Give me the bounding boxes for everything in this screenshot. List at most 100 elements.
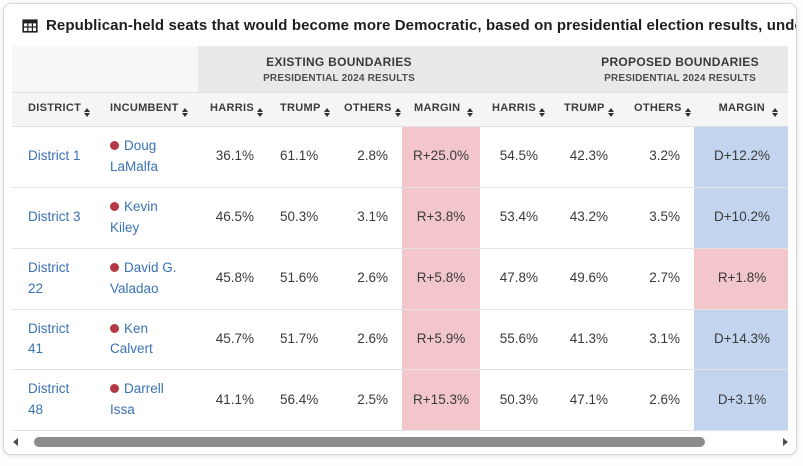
- proposed-margin-value: D+14.3%: [694, 309, 788, 371]
- existing-trump-value: 51.7%: [268, 309, 332, 371]
- column-label: MARGIN: [718, 102, 766, 114]
- district-link[interactable]: District 48: [28, 381, 70, 418]
- table-row: District 22 David G. Valadao 45.8% 51.6%…: [12, 248, 788, 310]
- existing-others-value: 2.6%: [332, 248, 402, 310]
- incumbent-cell: Darrell Issa: [98, 369, 198, 432]
- proposed-margin-value: D+3.1%: [694, 369, 788, 432]
- group-subtitle: PRESIDENTIAL 2024 RESULTS: [263, 73, 415, 84]
- sort-icon[interactable]: [394, 108, 401, 117]
- scroll-left-arrow-icon[interactable]: [10, 437, 20, 447]
- district-cell: District 22: [12, 248, 98, 310]
- proposed-harris-value: 50.3%: [480, 369, 553, 432]
- proposed-harris-value: 54.5%: [480, 126, 553, 188]
- proposed-others-value: 3.2%: [622, 126, 695, 188]
- column-header-row: DISTRICT INCUMBENT HARRIS TRUMP OTHERS M…: [12, 92, 788, 127]
- existing-margin-value: R+3.8%: [402, 187, 481, 249]
- district-link[interactable]: District 1: [28, 148, 81, 164]
- district-cell: District 3: [12, 187, 98, 249]
- column-label: OTHERS: [344, 102, 392, 114]
- republican-party-dot-icon: [110, 201, 119, 211]
- proposed-margin-value: D+10.2%: [694, 187, 788, 249]
- existing-harris-value: 41.1%: [198, 369, 268, 432]
- incumbent-link[interactable]: Doug LaMalfa: [110, 138, 159, 174]
- group-header-spacer: [12, 46, 198, 93]
- existing-harris-value: 45.7%: [198, 309, 268, 371]
- group-header-row: EXISTING BOUNDARIES PRESIDENTIAL 2024 RE…: [12, 46, 788, 93]
- proposed-others-value: 2.7%: [622, 248, 695, 310]
- sort-icon[interactable]: [607, 108, 614, 117]
- column-header-proposed-harris[interactable]: HARRIS: [480, 92, 553, 127]
- scroll-right-arrow-icon[interactable]: [780, 437, 790, 447]
- incumbent-link[interactable]: David G. Valadao: [110, 259, 177, 296]
- sort-icon[interactable]: [538, 108, 545, 117]
- group-header-existing: EXISTING BOUNDARIES PRESIDENTIAL 2024 RE…: [198, 46, 481, 93]
- proposed-trump-value: 42.3%: [552, 126, 623, 188]
- incumbent-cell: Doug LaMalfa: [98, 126, 198, 188]
- scrollbar-thumb[interactable]: [34, 437, 706, 448]
- column-header-existing-others[interactable]: OTHERS: [332, 92, 402, 127]
- existing-others-value: 2.5%: [332, 369, 402, 432]
- proposed-trump-value: 47.1%: [552, 369, 623, 432]
- sort-icon[interactable]: [467, 108, 474, 117]
- sort-icon[interactable]: [84, 108, 91, 117]
- table-viewport: EXISTING BOUNDARIES PRESIDENTIAL 2024 RE…: [12, 46, 788, 432]
- district-link[interactable]: District 41: [28, 320, 70, 357]
- group-title: PROPOSED BOUNDARIES: [601, 55, 759, 69]
- sort-icon[interactable]: [181, 108, 188, 117]
- incumbent-cell: David G. Valadao: [98, 248, 198, 310]
- column-label: TRUMP: [564, 102, 605, 114]
- incumbent-cell: Kevin Kiley: [98, 187, 198, 249]
- proposed-harris-value: 53.4%: [480, 187, 553, 249]
- group-subtitle: PRESIDENTIAL 2024 RESULTS: [604, 73, 756, 84]
- incumbent-cell: Ken Calvert: [98, 309, 198, 371]
- column-label: DISTRICT: [28, 102, 82, 114]
- existing-trump-value: 50.3%: [268, 187, 332, 249]
- data-table-card: Republican-held seats that would become …: [3, 3, 797, 456]
- republican-party-dot-icon: [110, 262, 119, 272]
- incumbent-link[interactable]: Ken Calvert: [110, 320, 153, 357]
- sort-icon[interactable]: [772, 108, 779, 117]
- proposed-harris-value: 55.6%: [480, 309, 553, 371]
- column-label: TRUMP: [280, 102, 321, 114]
- existing-trump-value: 51.6%: [268, 248, 332, 310]
- existing-others-value: 3.1%: [332, 187, 402, 249]
- existing-harris-value: 45.8%: [198, 248, 268, 310]
- incumbent-link[interactable]: Kevin Kiley: [110, 198, 158, 235]
- table-title: Republican-held seats that would become …: [46, 17, 796, 34]
- existing-trump-value: 61.1%: [268, 126, 332, 188]
- column-label: HARRIS: [492, 102, 536, 114]
- district-link[interactable]: District 3: [28, 209, 81, 225]
- sort-icon[interactable]: [256, 108, 263, 117]
- table-icon: [22, 18, 38, 34]
- table-row: District 3 Kevin Kiley 46.5% 50.3% 3.1% …: [12, 187, 788, 249]
- existing-trump-value: 56.4%: [268, 369, 332, 432]
- sort-icon[interactable]: [684, 108, 691, 117]
- district-cell: District 1: [12, 126, 98, 188]
- proposed-margin-value: D+12.2%: [694, 126, 788, 188]
- district-link[interactable]: District 22: [28, 259, 70, 296]
- column-header-proposed-trump[interactable]: TRUMP: [552, 92, 623, 127]
- column-header-incumbent[interactable]: INCUMBENT: [98, 92, 198, 127]
- district-cell: District 41: [12, 309, 98, 371]
- column-header-proposed-others[interactable]: OTHERS: [622, 92, 695, 127]
- existing-harris-value: 36.1%: [198, 126, 268, 188]
- column-header-existing-harris[interactable]: HARRIS: [198, 92, 268, 127]
- column-header-existing-trump[interactable]: TRUMP: [268, 92, 332, 127]
- scrollbar-track[interactable]: [23, 437, 777, 448]
- existing-margin-value: R+15.3%: [402, 369, 481, 432]
- proposed-others-value: 3.1%: [622, 309, 695, 371]
- column-header-existing-margin[interactable]: MARGIN: [402, 92, 481, 127]
- proposed-trump-value: 49.6%: [552, 248, 623, 310]
- republican-party-dot-icon: [110, 384, 119, 394]
- table-row: District 48 Darrell Issa 41.1% 56.4% 2.5…: [12, 369, 788, 432]
- column-label: INCUMBENT: [110, 102, 179, 114]
- column-header-district[interactable]: DISTRICT: [12, 92, 98, 127]
- existing-margin-value: R+5.8%: [402, 248, 481, 310]
- republican-party-dot-icon: [110, 141, 119, 150]
- proposed-margin-value: R+1.8%: [694, 248, 788, 310]
- column-label: HARRIS: [210, 102, 254, 114]
- sort-icon[interactable]: [323, 108, 330, 117]
- column-header-proposed-margin[interactable]: MARGIN: [694, 92, 788, 127]
- incumbent-link[interactable]: Darrell Issa: [110, 381, 164, 418]
- horizontal-scrollbar[interactable]: [10, 435, 790, 449]
